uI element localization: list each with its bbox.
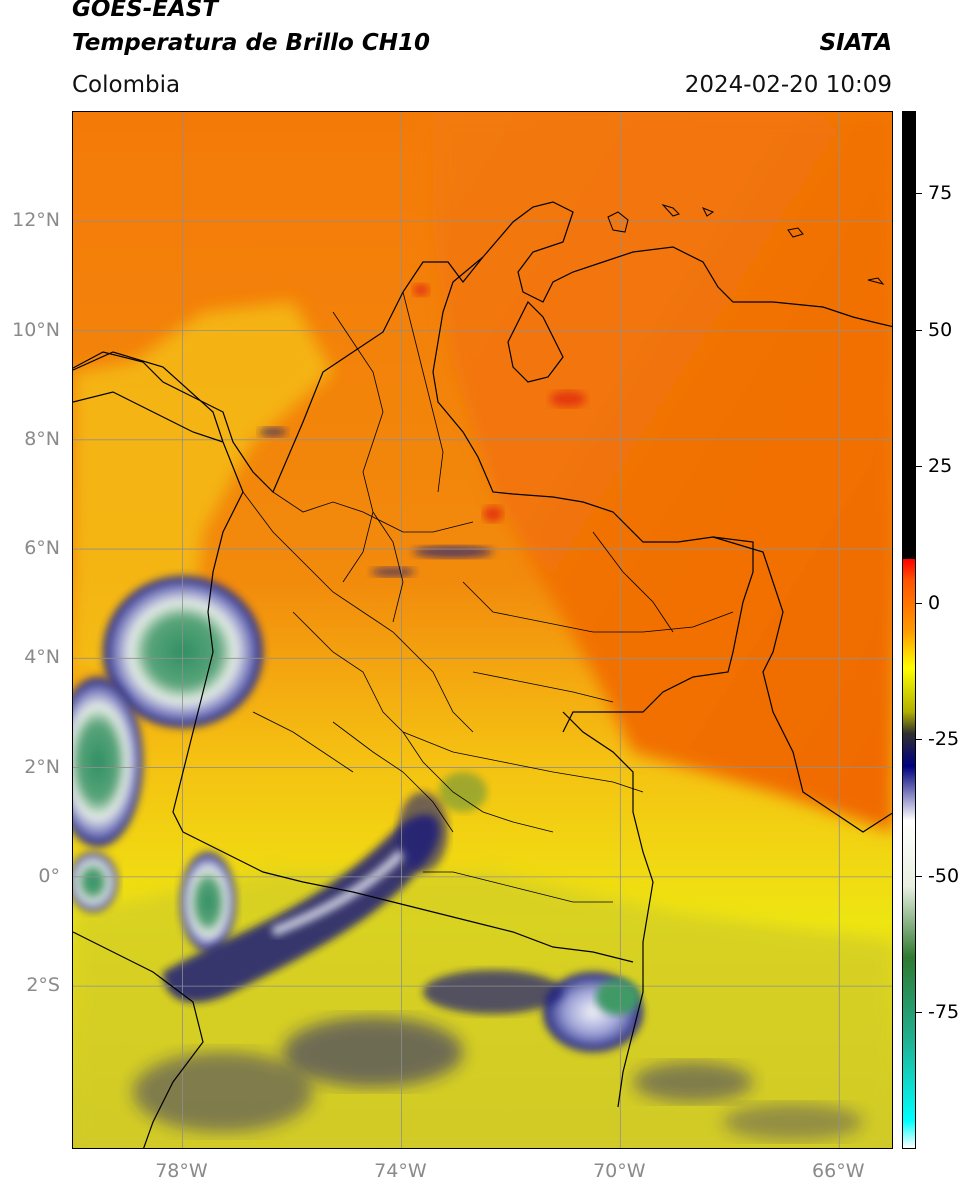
longitude-label: 74°W: [374, 1160, 427, 1182]
region-label: Colombia: [72, 72, 181, 98]
longitude-label: 70°W: [593, 1160, 646, 1182]
colorbar-tick-label: 25: [928, 455, 953, 478]
latitude-label: 2°N: [24, 755, 60, 778]
temperature-colorbar: [902, 111, 916, 1149]
latitude-label: 6°N: [24, 537, 60, 560]
latitude-label: 2°S: [26, 974, 60, 997]
colorbar-tick-mark: [916, 1012, 922, 1014]
colorbar-tick-mark: [916, 875, 922, 877]
islands: [607, 204, 885, 285]
colorbar-tick-mark: [916, 192, 922, 194]
colorbar-tick-mark: [916, 739, 922, 741]
latitude-label: 8°N: [24, 427, 60, 450]
colorbar-tick-label: 75: [928, 181, 953, 204]
agency-label: SIATA: [819, 30, 892, 56]
graticule: [73, 112, 892, 1148]
longitude-label: 66°W: [812, 1160, 865, 1182]
colorbar-tick-label: 50: [928, 318, 953, 341]
product-title: Temperatura de Brillo CH10: [72, 30, 430, 56]
satellite-title: GOES-EAST: [72, 0, 219, 22]
colorbar-tick-label: -25: [928, 728, 960, 751]
colorbar-tick-mark: [916, 602, 922, 604]
colorbar-tick-mark: [916, 466, 922, 468]
latitude-label: 12°N: [12, 209, 60, 232]
political-boundaries: [73, 201, 892, 1148]
colorbar-tick-mark: [916, 329, 922, 331]
colorbar-tick-label: -50: [928, 864, 960, 887]
longitude-label: 78°W: [155, 1160, 208, 1182]
satellite-map: [72, 111, 893, 1149]
latitude-label: 0°: [38, 864, 60, 887]
colorbar-tick-label: -75: [928, 1001, 960, 1024]
department-boundaries: [242, 291, 734, 903]
brightness-temperature-image: [73, 112, 892, 1148]
colorbar-tick-label: 0: [928, 591, 941, 614]
datetime-label: 2024-02-20 10:09: [684, 72, 892, 98]
latitude-label: 4°N: [24, 646, 60, 669]
latitude-label: 10°N: [12, 318, 60, 341]
